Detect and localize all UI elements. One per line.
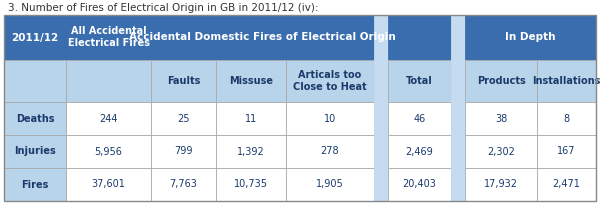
Bar	[388, 168, 451, 201]
Bar	[374, 60, 388, 102]
Bar	[286, 60, 374, 102]
Bar	[388, 60, 451, 102]
Bar	[537, 102, 596, 135]
Bar	[388, 102, 451, 135]
Bar	[537, 60, 596, 102]
Bar	[151, 60, 216, 102]
Text: Fires: Fires	[22, 179, 49, 189]
Bar	[151, 102, 216, 135]
Text: Injuries: Injuries	[14, 147, 56, 156]
Text: 2,471: 2,471	[553, 179, 580, 189]
Text: Installations: Installations	[532, 76, 600, 86]
Bar	[451, 168, 465, 201]
Bar	[4, 102, 66, 135]
Bar	[216, 102, 286, 135]
Bar	[286, 168, 374, 201]
Text: 244: 244	[99, 114, 118, 124]
Bar	[4, 135, 66, 168]
Bar	[451, 60, 465, 102]
Text: 1,392: 1,392	[237, 147, 265, 156]
Bar	[66, 102, 151, 135]
Bar	[216, 60, 286, 102]
Bar	[66, 60, 151, 102]
Bar	[537, 135, 596, 168]
Bar	[374, 168, 388, 201]
Bar	[151, 15, 374, 60]
Bar	[286, 135, 374, 168]
Bar	[4, 168, 66, 201]
Bar	[4, 60, 66, 102]
Text: 10: 10	[324, 114, 336, 124]
Bar	[374, 15, 388, 60]
Bar	[451, 135, 465, 168]
Bar	[4, 15, 596, 201]
Text: 1,905: 1,905	[316, 179, 344, 189]
Text: 167: 167	[557, 147, 576, 156]
Text: 38: 38	[495, 114, 507, 124]
Bar	[216, 168, 286, 201]
Bar	[388, 15, 451, 60]
Bar	[465, 168, 537, 201]
Bar	[451, 102, 465, 135]
Bar	[465, 102, 537, 135]
Text: Accidental Domestic Fires of Electrical Origin: Accidental Domestic Fires of Electrical …	[129, 32, 396, 42]
Text: 5,956: 5,956	[95, 147, 122, 156]
Text: 37,601: 37,601	[92, 179, 125, 189]
Bar	[465, 15, 596, 60]
Text: Faults: Faults	[167, 76, 200, 86]
Text: 10,735: 10,735	[234, 179, 268, 189]
Bar	[388, 135, 451, 168]
Bar	[66, 168, 151, 201]
Text: All Accidental
Electrical Fires: All Accidental Electrical Fires	[67, 27, 149, 48]
Bar	[374, 102, 388, 135]
Text: Missuse: Missuse	[229, 76, 273, 86]
Text: In Depth: In Depth	[505, 32, 556, 42]
Bar	[374, 135, 388, 168]
Text: Articals too
Close to Heat: Articals too Close to Heat	[293, 70, 367, 92]
Bar	[66, 15, 151, 60]
Bar	[451, 15, 465, 60]
Text: 2,469: 2,469	[406, 147, 433, 156]
Bar	[151, 168, 216, 201]
Text: 278: 278	[320, 147, 340, 156]
Bar	[286, 102, 374, 135]
Text: 17,932: 17,932	[484, 179, 518, 189]
Bar	[537, 168, 596, 201]
Bar	[4, 15, 66, 60]
Text: Total: Total	[406, 76, 433, 86]
Bar	[465, 60, 537, 102]
Text: 799: 799	[174, 147, 193, 156]
Text: 8: 8	[563, 114, 569, 124]
Text: 7,763: 7,763	[170, 179, 197, 189]
Text: 2011/12: 2011/12	[11, 32, 59, 42]
Text: 3. Number of Fires of Electrical Origin in GB in 2011/12 (iv):: 3. Number of Fires of Electrical Origin …	[8, 3, 319, 13]
Text: 20,403: 20,403	[403, 179, 436, 189]
Text: 25: 25	[177, 114, 190, 124]
Text: Deaths: Deaths	[16, 114, 54, 124]
Text: 11: 11	[245, 114, 257, 124]
Text: Products: Products	[476, 76, 526, 86]
Bar	[465, 135, 537, 168]
Bar	[66, 135, 151, 168]
Bar	[151, 135, 216, 168]
Text: 46: 46	[413, 114, 425, 124]
Bar	[216, 135, 286, 168]
Text: 2,302: 2,302	[487, 147, 515, 156]
